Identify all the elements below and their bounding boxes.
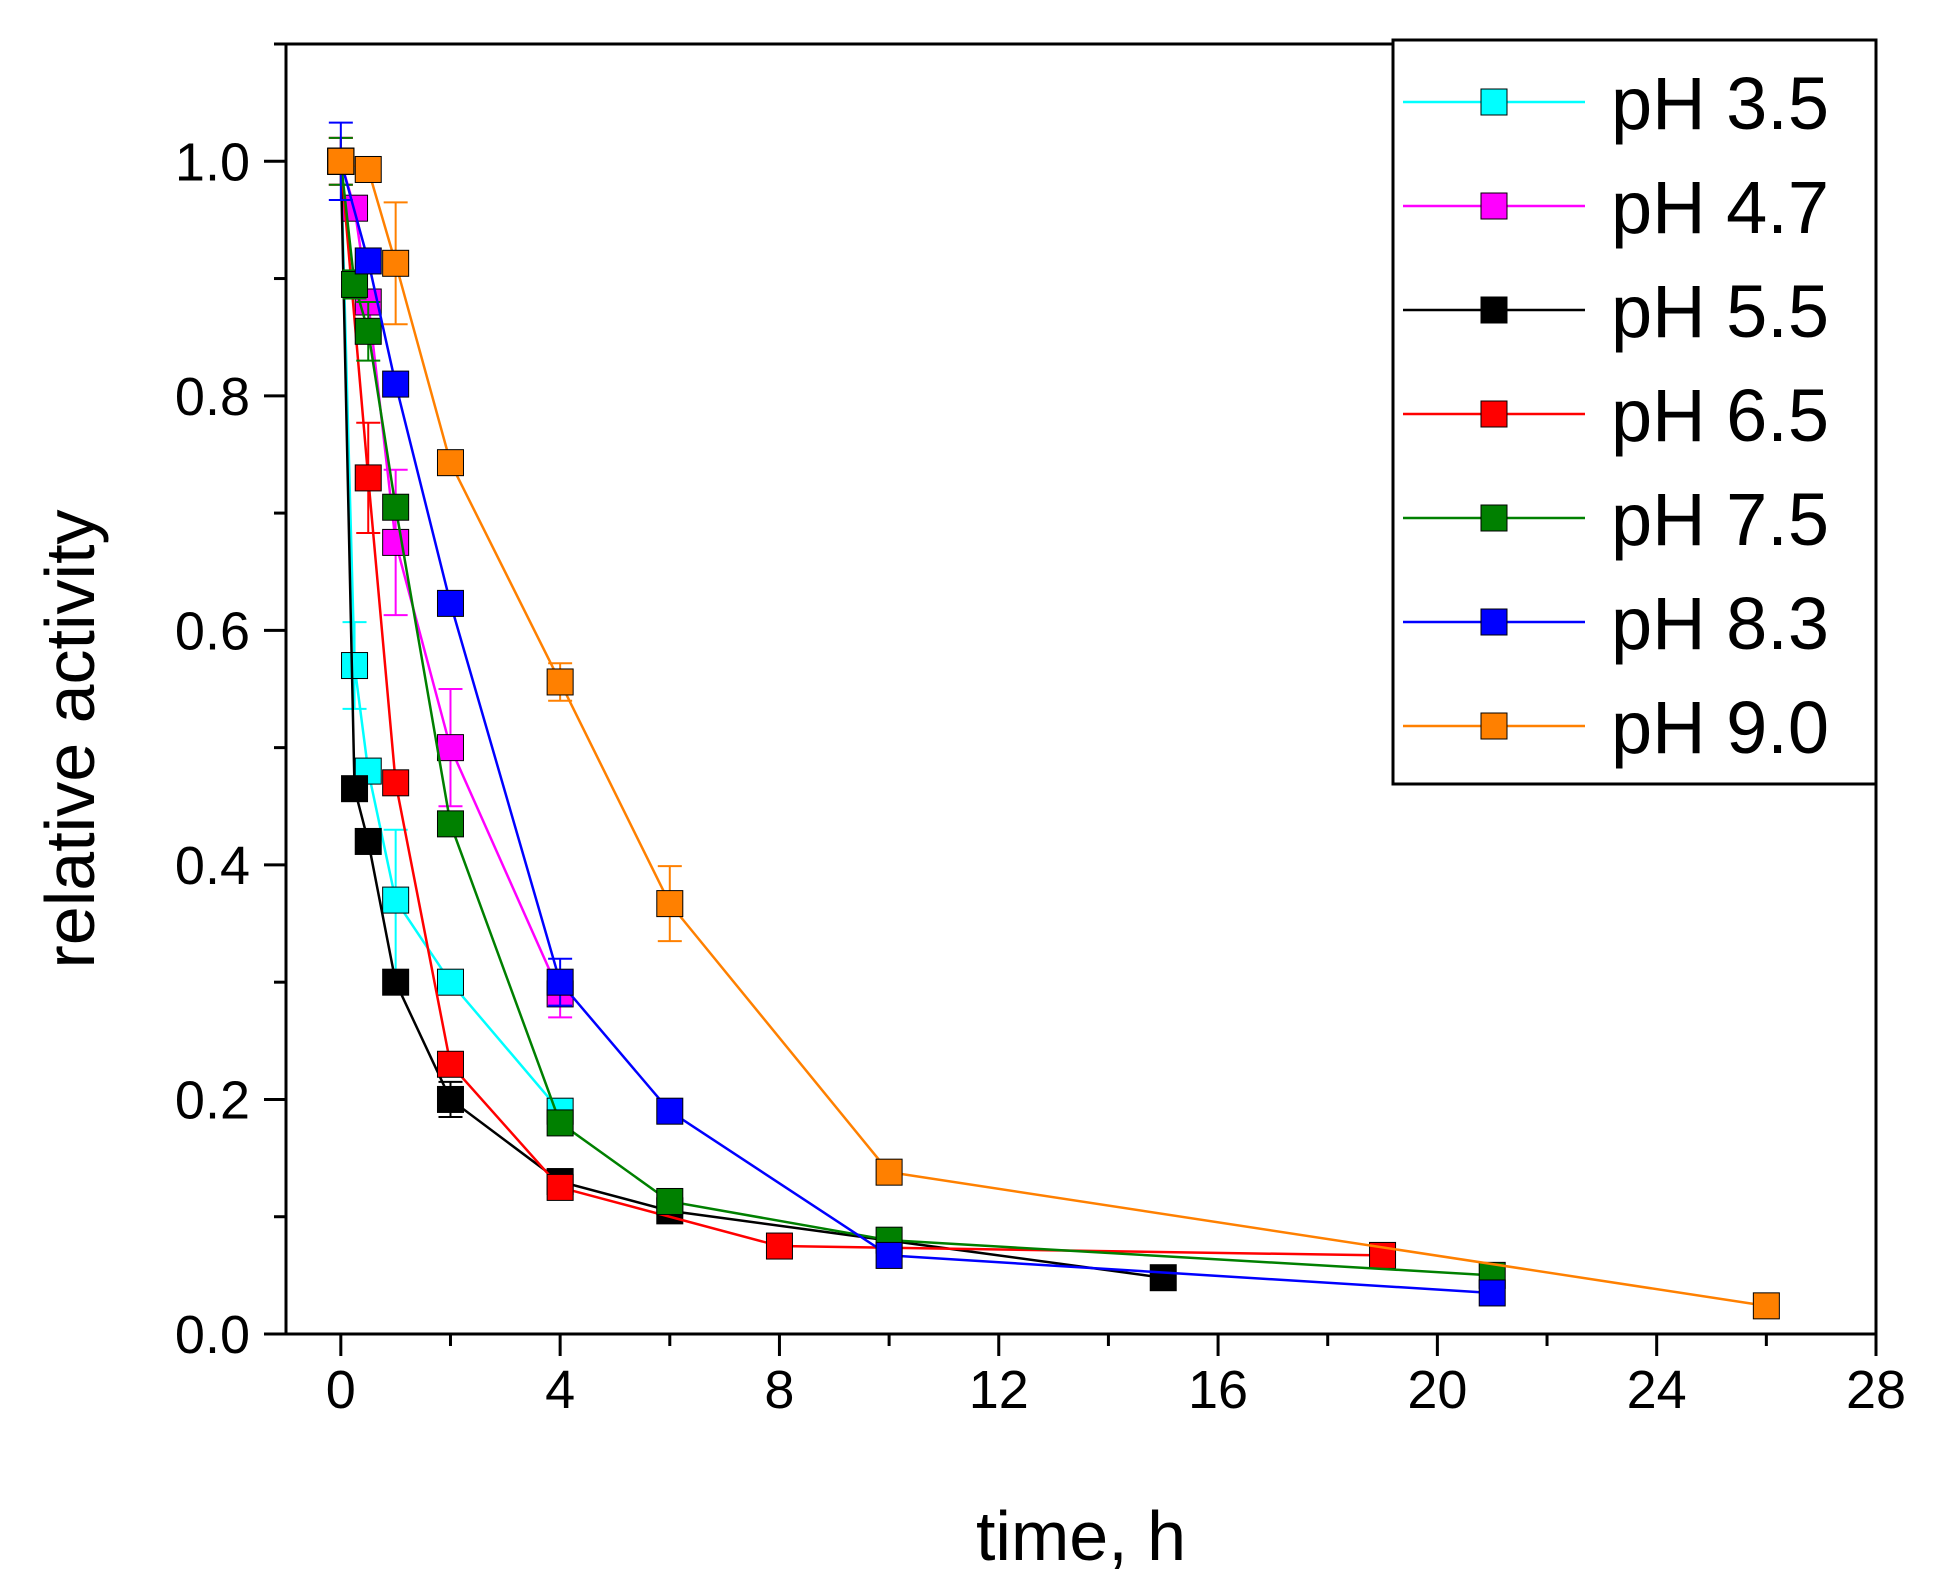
legend-label: pH 8.3 (1611, 582, 1829, 665)
legend-label: pH 5.5 (1611, 270, 1829, 353)
data-point (354, 827, 382, 855)
series-line (340, 160, 1767, 1308)
data-point (436, 810, 464, 838)
y-tick-label: 0.2 (175, 1070, 250, 1130)
x-tick-label: 20 (1407, 1360, 1467, 1420)
y-tick-label: 0.6 (175, 601, 250, 661)
data-point (354, 757, 382, 785)
legend-entry: pH 4.7 (1403, 166, 1829, 249)
legend-frame (1391, 38, 1878, 786)
data-point (382, 370, 410, 398)
legend-entry: pH 6.5 (1403, 374, 1829, 457)
data-point (327, 147, 355, 175)
series-ph-9-0 (327, 147, 1780, 1320)
legend-entry: pH 8.3 (1403, 582, 1829, 665)
data-point (765, 1232, 793, 1260)
legend-label: pH 4.7 (1611, 166, 1829, 249)
y-tick-label: 0.4 (175, 836, 250, 896)
x-tick-label: 28 (1846, 1360, 1906, 1420)
legend: pH 3.5 pH 4.7 pH 5.5 pH 6.5 pH 7.5 pH 8.3 pH 9… (1391, 38, 1878, 786)
legend-label: pH 6.5 (1611, 374, 1829, 457)
x-tick-label: 0 (326, 1360, 356, 1420)
data-point (436, 1085, 464, 1113)
data-point (436, 589, 464, 617)
data-point (546, 668, 574, 696)
data-point (354, 247, 382, 275)
legend-marker (1480, 296, 1508, 324)
data-point (546, 1109, 574, 1137)
x-axis-title: time, h (976, 1497, 1186, 1575)
x-tick-label: 4 (545, 1360, 575, 1420)
data-point (1478, 1279, 1506, 1307)
legend-marker (1480, 712, 1508, 740)
data-point (875, 1158, 903, 1186)
legend-label: pH 7.5 (1611, 478, 1829, 561)
data-point (341, 270, 369, 298)
axes-layer: 0 4 8 12 16 20 24 28 0.0 0.2 0.4 0.6 0.8 1.0 (175, 42, 1906, 1420)
data-point (656, 1187, 684, 1215)
data-point (341, 652, 369, 680)
series-layer (327, 121, 1780, 1320)
y-tick-label: 0.0 (175, 1305, 250, 1365)
x-tick-label: 8 (764, 1360, 794, 1420)
data-point (546, 1173, 574, 1201)
data-point (875, 1241, 903, 1269)
legend-label: pH 3.5 (1611, 62, 1829, 145)
data-point (354, 464, 382, 492)
data-point (1752, 1292, 1780, 1320)
data-point (656, 890, 684, 918)
legend-marker (1480, 400, 1508, 428)
legend-marker (1480, 608, 1508, 636)
y-tick-label: 1.0 (175, 132, 250, 192)
x-tick-label: 12 (969, 1360, 1029, 1420)
data-point (1149, 1264, 1177, 1292)
data-point (354, 155, 382, 183)
x-tick-label: 16 (1188, 1360, 1248, 1420)
data-point (382, 968, 410, 996)
legend-label: pH 9.0 (1611, 686, 1829, 769)
data-point (354, 317, 382, 345)
legend-entry: pH 3.5 (1403, 62, 1829, 145)
data-point (382, 528, 410, 556)
legend-marker (1480, 192, 1508, 220)
legend-entry: pH 9.0 (1403, 686, 1829, 769)
legend-entry: pH 5.5 (1403, 270, 1829, 353)
legend-marker (1480, 504, 1508, 532)
data-point (382, 886, 410, 914)
data-point (656, 1097, 684, 1125)
data-point (436, 1050, 464, 1078)
data-point (382, 493, 410, 521)
y-axis-title: relative activity (31, 509, 109, 968)
series-line (339, 161, 562, 1112)
data-point (382, 769, 410, 797)
series-line (339, 160, 1493, 1295)
data-point (436, 734, 464, 762)
data-point (436, 449, 464, 477)
data-point (546, 968, 574, 996)
data-point (341, 775, 369, 803)
legend-marker (1480, 88, 1508, 116)
legend-entry: pH 7.5 (1403, 478, 1829, 561)
y-tick-label: 0.8 (175, 367, 250, 427)
data-point (382, 249, 410, 277)
x-tick-label: 24 (1627, 1360, 1687, 1420)
data-point (436, 968, 464, 996)
